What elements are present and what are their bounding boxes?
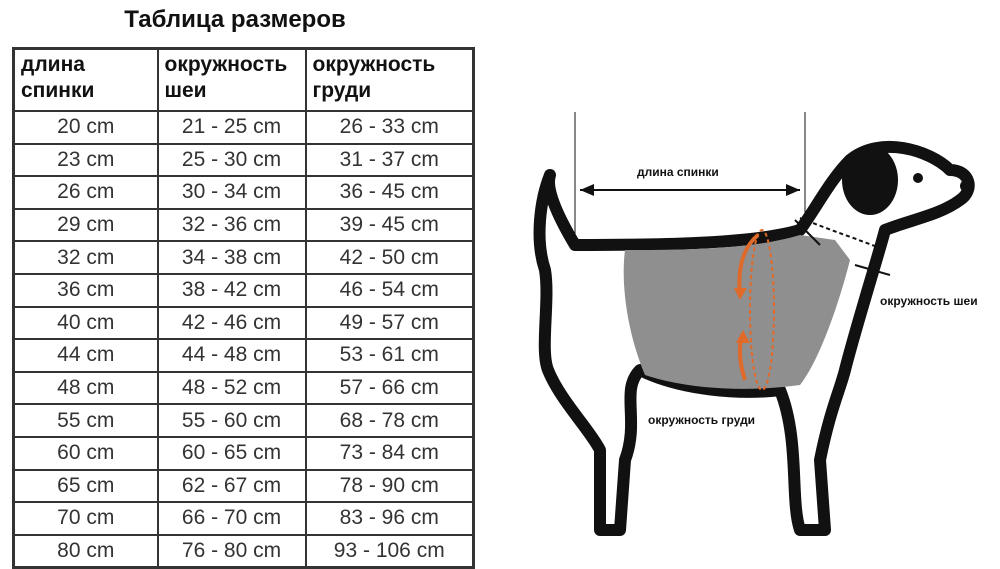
cell-chest: 42 - 50 cm — [304, 240, 475, 275]
cell-neck: 21 - 25 cm — [156, 110, 307, 145]
table-row: 40 cm 42 - 46 cm 49 - 57 cm — [12, 305, 475, 341]
table-header: длина спинки окружность шеи окружность г… — [12, 47, 475, 112]
header-back-length: длина спинки — [12, 47, 159, 112]
cell-chest: 68 - 78 cm — [304, 403, 475, 438]
header-neck: окружность шеи — [156, 47, 307, 112]
cell-back-length: 80 cm — [12, 533, 159, 569]
cell-chest: 53 - 61 cm — [304, 338, 475, 373]
cell-back-length: 40 cm — [12, 305, 159, 341]
cell-neck: 76 - 80 cm — [156, 533, 307, 569]
cell-chest: 36 - 45 cm — [304, 175, 475, 210]
cell-neck: 55 - 60 cm — [156, 403, 307, 438]
size-table: длина спинки окружность шеи окружность г… — [12, 47, 475, 569]
cell-neck: 34 - 38 cm — [156, 240, 307, 275]
table-row: 32 cm 34 - 38 cm 42 - 50 cm — [12, 240, 475, 275]
nose — [960, 180, 972, 192]
cell-chest: 57 - 66 cm — [304, 370, 475, 406]
neck-label: окружность шеи — [880, 294, 978, 308]
cell-back-length: 23 cm — [12, 142, 159, 178]
back-length-label: длина спинки — [637, 165, 719, 179]
cell-back-length: 26 cm — [12, 175, 159, 210]
table-row: 23 cm 25 - 30 cm 31 - 37 cm — [12, 142, 475, 178]
cell-chest: 46 - 54 cm — [304, 272, 475, 308]
table-row: 36 cm 38 - 42 cm 46 - 54 cm — [12, 272, 475, 308]
cell-chest: 78 - 90 cm — [304, 468, 475, 504]
table-row: 65 cm 62 - 67 cm 78 - 90 cm — [12, 468, 475, 504]
cell-chest: 83 - 96 cm — [304, 501, 475, 536]
cell-back-length: 20 cm — [12, 110, 159, 145]
cell-back-length: 60 cm — [12, 435, 159, 471]
cell-neck: 38 - 42 cm — [156, 272, 307, 308]
cell-neck: 42 - 46 cm — [156, 305, 307, 341]
cell-neck: 44 - 48 cm — [156, 338, 307, 373]
table-row: 80 cm 76 - 80 cm 93 - 106 cm — [12, 533, 475, 569]
ear-patch — [842, 145, 898, 215]
cell-neck: 48 - 52 cm — [156, 370, 307, 406]
cell-chest: 93 - 106 cm — [304, 533, 475, 569]
cell-back-length: 55 cm — [12, 403, 159, 438]
cell-back-length: 70 cm — [12, 501, 159, 536]
arrowhead-right-icon — [786, 184, 800, 196]
neck-dashed-line — [799, 217, 886, 251]
page-title: Таблица размеров — [124, 6, 346, 33]
cell-back-length: 44 cm — [12, 338, 159, 373]
arrowhead-left-icon — [580, 184, 594, 196]
cell-neck: 66 - 70 cm — [156, 501, 307, 536]
cell-back-length: 32 cm — [12, 240, 159, 275]
eye — [913, 173, 923, 183]
table-row: 55 cm 55 - 60 cm 68 - 78 cm — [12, 403, 475, 438]
header-chest: окружность груди — [304, 47, 475, 112]
cell-chest: 31 - 37 cm — [304, 142, 475, 178]
table-row: 20 cm 21 - 25 cm 26 - 33 cm — [12, 110, 475, 145]
cell-chest: 26 - 33 cm — [304, 110, 475, 145]
table-row: 29 cm 32 - 36 cm 39 - 45 cm — [12, 207, 475, 243]
cell-neck: 60 - 65 cm — [156, 435, 307, 471]
table-row: 44 cm 44 - 48 cm 53 - 61 cm — [12, 338, 475, 373]
cell-back-length: 36 cm — [12, 272, 159, 308]
neck-arrow-icon — [794, 219, 891, 276]
cell-chest: 49 - 57 cm — [304, 305, 475, 341]
chest-label: окружность груди — [648, 413, 756, 427]
dog-diagram — [533, 112, 975, 536]
cell-neck: 32 - 36 cm — [156, 207, 307, 243]
cell-chest: 73 - 84 cm — [304, 435, 475, 471]
table-row: 48 cm 48 - 52 cm 57 - 66 cm — [12, 370, 475, 406]
table-row: 60 cm 60 - 65 cm 73 - 84 cm — [12, 435, 475, 471]
table-row: 26 cm 30 - 34 cm 36 - 45 cm — [12, 175, 475, 210]
table-row: 70 cm 66 - 70 cm 83 - 96 cm — [12, 501, 475, 536]
cell-back-length: 29 cm — [12, 207, 159, 243]
cell-back-length: 65 cm — [12, 468, 159, 504]
cell-neck: 30 - 34 cm — [156, 175, 307, 210]
cell-neck: 62 - 67 cm — [156, 468, 307, 504]
cell-neck: 25 - 30 cm — [156, 142, 307, 178]
vest — [623, 235, 850, 389]
chest-dashed-ellipse — [749, 229, 775, 391]
cell-chest: 39 - 45 cm — [304, 207, 475, 243]
cell-back-length: 48 cm — [12, 370, 159, 406]
